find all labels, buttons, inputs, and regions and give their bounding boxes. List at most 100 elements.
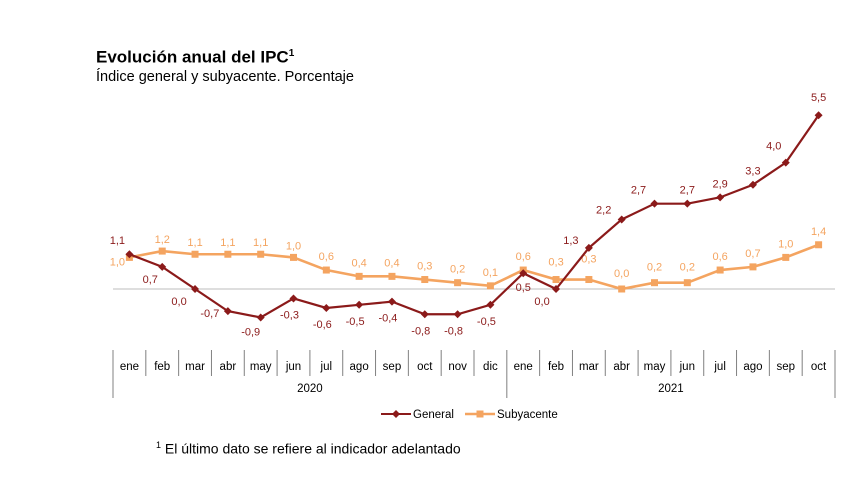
x-tick-label: ago — [743, 361, 762, 373]
general-data-label: -0,8 — [444, 325, 463, 337]
general-data-label: -0,6 — [313, 319, 332, 331]
x-tick-label: may — [644, 361, 666, 373]
subyacente-data-label: 1,4 — [811, 226, 826, 238]
footnote: 1 El último dato se refiere al indicador… — [156, 440, 461, 457]
subyacente-data-label: 0,6 — [319, 251, 334, 263]
subyacente-point — [191, 250, 199, 258]
subyacente-point — [322, 266, 330, 274]
general-point — [617, 215, 626, 224]
general-point — [552, 285, 561, 293]
general-data-label: -0,8 — [411, 325, 430, 337]
subyacente-point — [749, 263, 757, 271]
general-point — [125, 250, 134, 259]
subyacente-data-label: 0,0 — [614, 268, 629, 280]
subyacente-point — [486, 282, 494, 290]
general-point — [584, 243, 593, 252]
year-group-label: 2020 — [297, 383, 323, 395]
subyacente-point — [716, 266, 724, 274]
legend-subyacente-marker — [476, 410, 484, 418]
subyacente-point — [355, 272, 363, 280]
subyacente-point — [585, 276, 593, 284]
general-point — [683, 199, 692, 208]
x-tick-label: feb — [154, 361, 170, 373]
x-tick-label: jun — [679, 361, 695, 373]
general-data-label: 4,0 — [766, 141, 781, 153]
x-tick-label: jul — [320, 361, 333, 373]
general-data-label: -0,9 — [241, 326, 260, 338]
subyacente-point — [224, 250, 232, 258]
general-point — [781, 158, 790, 167]
general-point — [814, 111, 823, 120]
x-tick-label: ene — [514, 361, 533, 373]
general-point — [158, 262, 167, 271]
subyacente-series-line — [129, 243, 820, 291]
subyacente-point — [454, 279, 462, 287]
title-footnote-mark: 1 — [288, 48, 295, 59]
x-tick-label: mar — [185, 361, 205, 373]
general-data-label: 2,7 — [680, 185, 695, 197]
general-data-label: 2,7 — [631, 185, 646, 197]
subyacente-data-label: 0,2 — [680, 262, 695, 274]
x-tick-label: dic — [483, 361, 498, 373]
x-tick-label: feb — [548, 361, 564, 373]
subyacente-data-label: 0,3 — [417, 261, 432, 273]
general-point — [519, 269, 528, 278]
subyacente-data-label: 0,6 — [516, 251, 531, 263]
x-tick-label: nov — [448, 361, 467, 373]
general-data-label: 2,9 — [712, 178, 727, 190]
general-data-label: 0,0 — [534, 296, 549, 308]
subyacente-point — [782, 253, 790, 261]
subyacente-data-label: 0,4 — [384, 257, 399, 269]
x-tick-label: abr — [613, 361, 630, 373]
legend-subyacente-label: Subyacente — [497, 409, 558, 421]
x-tick-label: sep — [383, 361, 402, 373]
x-tick-label: sep — [776, 361, 795, 373]
subyacente-point — [257, 250, 265, 258]
chart-subtitle: Índice general y subyacente. Porcentaje — [96, 68, 354, 85]
subyacente-data-label: 1,2 — [155, 234, 170, 246]
x-tick-label: abr — [220, 361, 237, 373]
subyacente-point — [651, 279, 658, 287]
subyacente-data-label: 1,1 — [220, 237, 235, 249]
chart-header: Evolución anual del IPC1 Índice general … — [96, 44, 354, 86]
subyacente-data-label: 1,1 — [253, 237, 268, 249]
x-tick-label: ago — [350, 361, 369, 373]
general-point — [748, 180, 757, 189]
subyacente-point — [683, 279, 691, 287]
x-tick-label: oct — [811, 361, 827, 373]
subyacente-data-label: 1,0 — [778, 238, 793, 250]
general-point — [716, 193, 725, 202]
general-point — [289, 294, 298, 303]
subyacente-data-label: 0,7 — [745, 248, 760, 260]
general-data-label: 0,5 — [516, 282, 531, 294]
x-tick-label: mar — [579, 361, 599, 373]
subyacente-data-label: 0,4 — [351, 257, 366, 269]
general-data-label: 0,0 — [171, 296, 186, 308]
subyacente-point — [552, 276, 560, 284]
general-point — [322, 303, 331, 312]
general-data-label: 0,7 — [143, 274, 158, 286]
general-point — [191, 285, 200, 293]
general-data-label: 1,1 — [110, 235, 125, 247]
general-point — [355, 300, 364, 309]
general-data-label: -0,4 — [378, 313, 397, 325]
subyacente-point — [815, 241, 823, 249]
general-data-label: -0,5 — [477, 316, 496, 328]
x-tick-label: may — [250, 361, 272, 373]
subyacente-point — [290, 253, 297, 261]
general-series-line — [129, 114, 820, 319]
subyacente-point — [421, 276, 429, 284]
general-point — [387, 297, 396, 306]
x-tick-label: jul — [713, 361, 726, 373]
general-data-label: -0,5 — [346, 316, 365, 328]
general-point — [453, 310, 462, 319]
legend-general-marker — [392, 410, 400, 418]
chart-title: Evolución anual del IPC1 — [96, 47, 295, 67]
subyacente-data-label: 0,3 — [581, 254, 596, 266]
general-point — [223, 307, 232, 316]
x-tick-label: jun — [285, 361, 301, 373]
general-point — [420, 310, 429, 319]
subyacente-point — [158, 247, 166, 255]
general-data-label: 5,5 — [811, 92, 826, 104]
